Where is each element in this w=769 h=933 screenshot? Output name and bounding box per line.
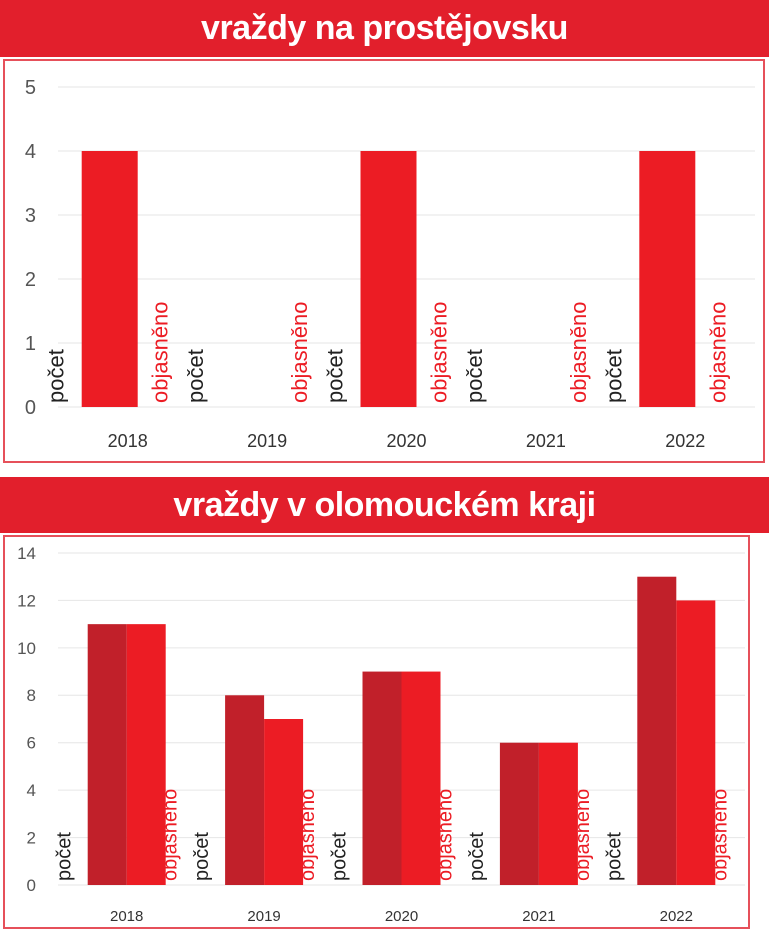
chart2-series-label-objasneno: objasněno [709,789,731,881]
chart2-bar-2019-s1 [225,695,265,885]
chart2-title-banner: vraždy v olomouckém kraji [0,477,769,533]
chart2-series-label-objasneno: objasněno [297,789,319,881]
chart1-series-label-objasneno: objasněno [287,301,312,403]
chart1-series-label-pocet: počet [183,349,208,403]
chart1-plot: 0 1 2 3 4 5 počet objasněno 2018 počet objasněno 20… [3,59,765,463]
chart2-title: vraždy v olomouckém kraji [173,486,596,524]
chart1-series-label-pocet: počet [323,349,348,403]
chart1-ytick-label: 3 [25,205,36,227]
chart1-frame [3,59,765,463]
chart1-title: vraždy na prostějovsku [201,9,568,47]
chart1-series-label-pocet: počet [44,349,69,403]
chart2-ytick-label: 2 [27,829,36,848]
chart1-series-label-objasneno: objasněno [705,301,730,403]
chart2-xtick-label: 2022 [660,908,693,925]
chart1-ytick-label: 2 [25,269,36,291]
chart1-series-label-objasneno: objasněno [566,301,591,403]
chart2-bar-2022-s2 [676,600,716,885]
chart2-bar-2022-s1 [637,576,677,885]
chart2-bar-2018-s2 [126,624,166,885]
chart1-ytick-label: 0 [25,397,36,419]
chart1-ytick-label: 5 [25,77,36,99]
chart2-series-label-objasneno: objasněno [435,789,457,881]
chart2-bar-2018-s1 [87,624,127,885]
chart1-series-label-objasneno: objasněno [148,301,173,403]
chart2-ytick-label: 8 [27,686,36,705]
chart1-series-label-pocet: počet [462,349,487,403]
chart1-xtick-label: 2018 [108,431,148,451]
chart2-ytick-label: 10 [17,639,36,658]
chart2-xtick-label: 2020 [385,908,418,925]
chart2-bar-2020-s2 [401,671,441,885]
chart2-series-label-pocet: počet [54,832,76,881]
chart2-frame [3,535,750,929]
chart1-bar-2020-s1 [360,151,417,407]
chart1-xtick-label: 2019 [247,431,287,451]
chart2-xtick-label: 2018 [110,908,143,925]
chart1-title-banner: vraždy na prostějovsku [0,0,769,57]
chart2-series-label-objasneno: objasněno [572,789,594,881]
chart2-series-label-pocet: počet [329,832,351,881]
chart1-ytick-label: 1 [25,333,36,355]
chart2-ytick-label: 6 [27,734,36,753]
chart2-xtick-label: 2021 [522,908,555,925]
chart1-xtick-label: 2021 [526,431,566,451]
chart2-xtick-label: 2019 [247,908,280,925]
chart2-series-label-pocet: počet [466,832,488,881]
chart2-bar-2020-s1 [362,671,402,885]
chart1-bar-2018-s1 [81,151,138,407]
chart2-series-label-objasneno: objasněno [160,789,182,881]
chart1-xtick-label: 2022 [665,431,705,451]
chart2-bar-2021-s1 [499,742,539,885]
chart2-ytick-label: 12 [17,591,36,610]
chart1-bar-2022-s1 [639,151,696,407]
chart2-ytick-label: 14 [17,544,36,563]
chart2-series-label-pocet: počet [603,832,625,881]
chart1-series-label-objasneno: objasněno [427,301,452,403]
chart2-ytick-label: 4 [27,781,36,800]
chart1-series-label-pocet: počet [601,349,626,403]
chart2-plot: 0 2 4 6 8 10 12 14 počet objasněno 2018 počet objasn… [3,535,750,929]
chart2-ytick-label: 0 [27,876,36,895]
chart1-ytick-label: 4 [25,141,36,163]
chart2-bar-2019-s2 [264,719,304,885]
chart1-xtick-label: 2020 [386,431,426,451]
chart2-series-label-pocet: počet [191,832,213,881]
chart2-bar-2021-s2 [538,742,578,885]
